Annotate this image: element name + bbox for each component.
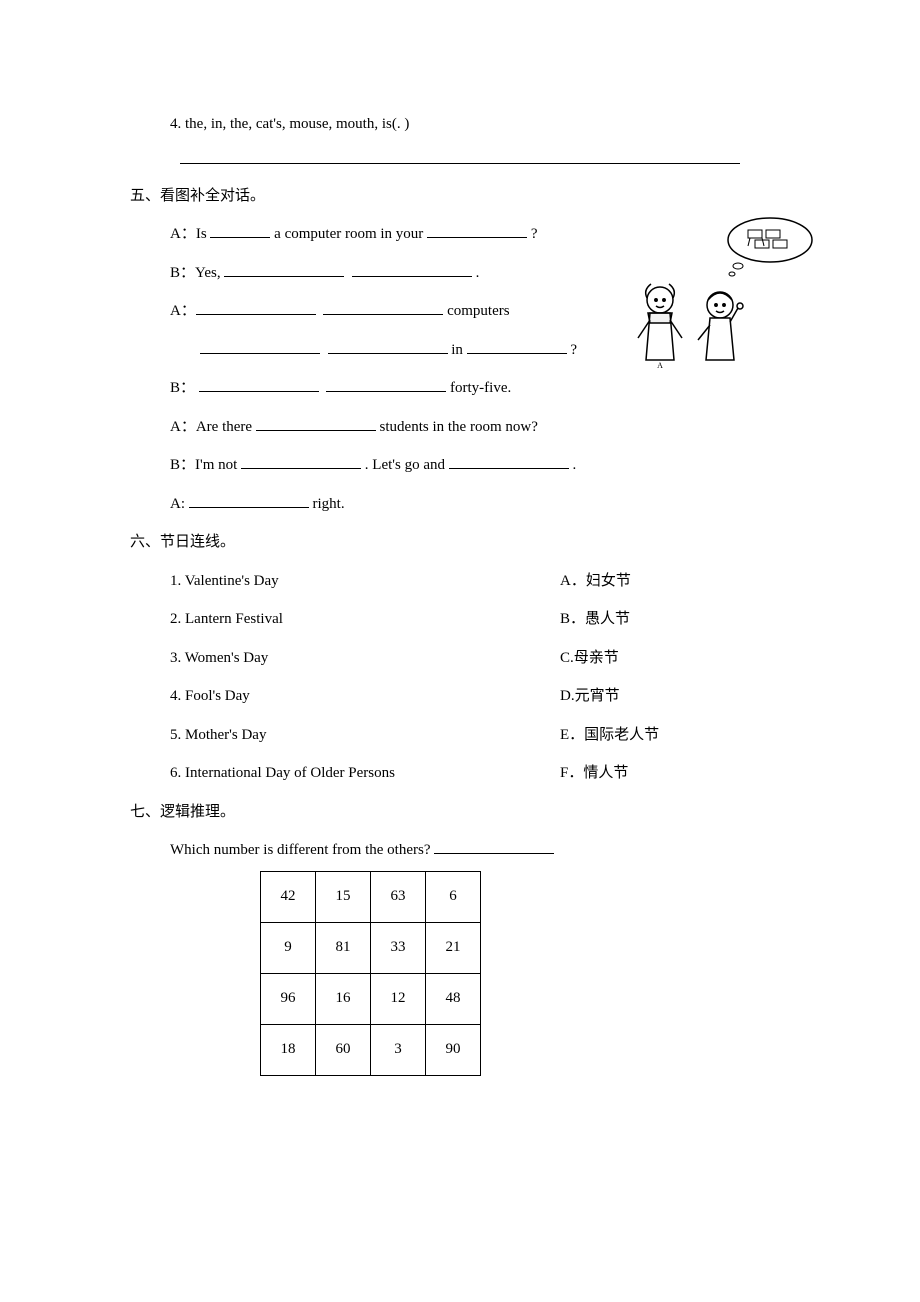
match-right: E．国际老人节 (560, 721, 659, 750)
match-row: 2. Lantern Festival B．愚人节 (170, 605, 790, 634)
text: right. (309, 496, 345, 512)
question-4-answer-line[interactable] (180, 143, 740, 164)
text: B：I'm not (170, 457, 241, 473)
text: Which number is different from the other… (170, 842, 434, 858)
blank[interactable] (352, 262, 472, 277)
cell: 90 (426, 1024, 481, 1075)
cell: 18 (261, 1024, 316, 1075)
blank[interactable] (224, 262, 344, 277)
table-row: 18 60 3 90 (261, 1024, 481, 1075)
cell: 15 (316, 871, 371, 922)
text: forty-five. (446, 380, 511, 396)
cell: 16 (316, 973, 371, 1024)
table-row: 96 16 12 48 (261, 973, 481, 1024)
blank[interactable] (323, 300, 443, 315)
text: in (448, 342, 467, 358)
blank[interactable] (449, 454, 569, 469)
cell: 3 (371, 1024, 426, 1075)
text: ? (567, 342, 577, 358)
cell: 81 (316, 922, 371, 973)
match-left: 6. International Day of Older Persons (170, 759, 560, 788)
blank[interactable] (189, 493, 309, 508)
match-right: C.母亲节 (560, 644, 619, 673)
text: . (472, 265, 480, 281)
match-row: 3. Women's Day C.母亲节 (170, 644, 790, 673)
match-right: D.元宵节 (560, 682, 620, 711)
text: A：Is (170, 226, 210, 242)
cell: 48 (426, 973, 481, 1024)
cell: 9 (261, 922, 316, 973)
match-right: A．妇女节 (560, 567, 631, 596)
blank[interactable] (328, 339, 448, 354)
blank[interactable] (210, 223, 270, 238)
text: . Let's go and (361, 457, 449, 473)
blank[interactable] (241, 454, 361, 469)
match-left: 5. Mother's Day (170, 721, 560, 750)
cell: 12 (371, 973, 426, 1024)
number-grid: 42 15 63 6 9 81 33 21 96 16 12 48 18 60 … (260, 871, 481, 1076)
dialogue-illustration: A (620, 210, 820, 380)
match-left: 4. Fool's Day (170, 682, 560, 711)
worksheet-page: 4. the, in, the, cat's, mouse, mouth, is… (0, 0, 920, 1136)
text: a computer room in your (270, 226, 427, 242)
blank[interactable] (199, 377, 319, 392)
match-right: B．愚人节 (560, 605, 630, 634)
match-row: 5. Mother's Day E．国际老人节 (170, 721, 790, 750)
blank[interactable] (427, 223, 527, 238)
blank[interactable] (467, 339, 567, 354)
cell: 96 (261, 973, 316, 1024)
match-left: 2. Lantern Festival (170, 605, 560, 634)
cell: 6 (426, 871, 481, 922)
blank[interactable] (434, 839, 554, 854)
blank[interactable] (196, 300, 316, 315)
section-5-heading: 五、看图补全对话。 (130, 182, 790, 211)
blank[interactable] (200, 339, 320, 354)
match-row: 1. Valentine's Day A．妇女节 (170, 567, 790, 596)
question-4-text: 4. the, in, the, cat's, mouse, mouth, is… (170, 110, 790, 139)
match-row: 4. Fool's Day D.元宵节 (170, 682, 790, 711)
match-left: 3. Women's Day (170, 644, 560, 673)
cell: 42 (261, 871, 316, 922)
cell: 60 (316, 1024, 371, 1075)
line-a3: A：Are there students in the room now? (170, 413, 790, 442)
text: students in the room now? (376, 419, 538, 435)
cell: 21 (426, 922, 481, 973)
section-6-heading: 六、节日连线。 (130, 528, 790, 557)
line-b3: B：I'm not . Let's go and . (170, 451, 790, 480)
table-row: 42 15 63 6 (261, 871, 481, 922)
cell: 63 (371, 871, 426, 922)
section-7-heading: 七、逻辑推理。 (130, 798, 790, 827)
line-a4: A: right. (170, 490, 790, 519)
blank[interactable] (326, 377, 446, 392)
match-left: 1. Valentine's Day (170, 567, 560, 596)
text: . (569, 457, 577, 473)
text: A： (170, 303, 196, 319)
text: ? (527, 226, 537, 242)
dialogue-block: A A：Is a computer room in your ? B：Yes, … (170, 220, 790, 518)
svg-text:A: A (657, 361, 663, 370)
text: B： (170, 380, 199, 396)
logic-question: Which number is different from the other… (170, 836, 790, 865)
text: A: (170, 496, 189, 512)
matching-block: 1. Valentine's Day A．妇女节 2. Lantern Fest… (170, 567, 790, 788)
blank[interactable] (256, 416, 376, 431)
logic-block: Which number is different from the other… (170, 836, 790, 1076)
cell: 33 (371, 922, 426, 973)
text: B：Yes, (170, 265, 224, 281)
match-right: F．情人节 (560, 759, 628, 788)
table-row: 9 81 33 21 (261, 922, 481, 973)
text: computers (443, 303, 509, 319)
text: A：Are there (170, 419, 256, 435)
match-row: 6. International Day of Older Persons F．… (170, 759, 790, 788)
